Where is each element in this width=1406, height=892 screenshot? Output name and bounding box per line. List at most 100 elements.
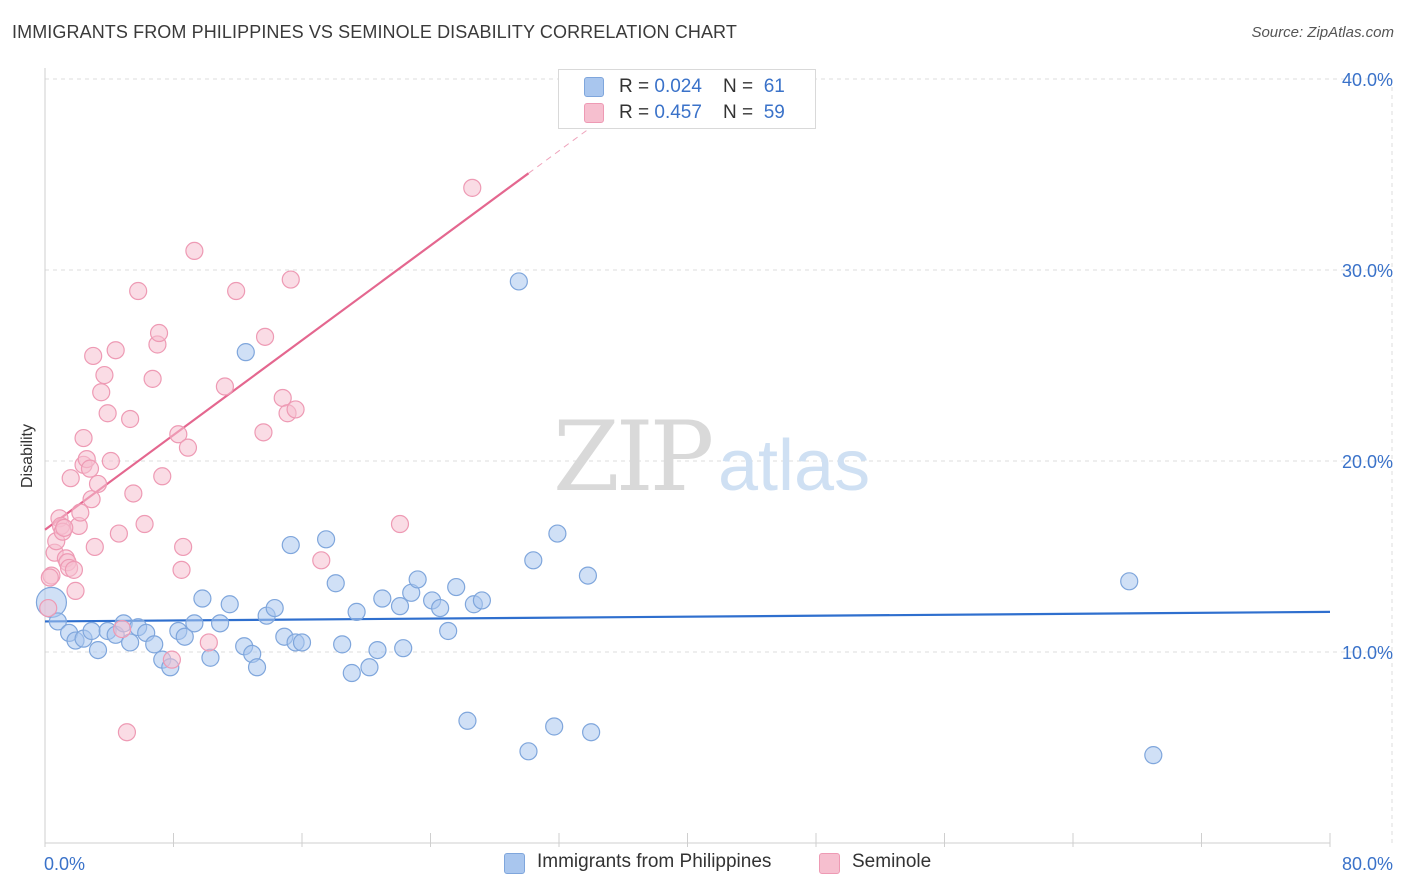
point-philippines	[1120, 572, 1139, 591]
point-seminole	[80, 459, 100, 478]
point-philippines	[220, 595, 239, 614]
point-philippines	[145, 635, 164, 654]
point-seminole	[117, 723, 137, 742]
point-seminole	[153, 467, 172, 486]
point-philippines	[548, 524, 567, 543]
point-philippines	[472, 591, 491, 610]
point-philippines	[265, 598, 284, 618]
point-philippines	[509, 272, 528, 291]
legend-swatch-philippines	[504, 853, 525, 874]
point-seminole	[92, 383, 111, 402]
point-philippines	[185, 614, 204, 633]
point-philippines	[193, 589, 212, 608]
point-seminole	[40, 568, 59, 587]
point-seminole	[255, 327, 275, 346]
point-seminole	[55, 518, 74, 537]
y-tick-label: 30.0%	[1342, 261, 1393, 281]
point-seminole	[106, 341, 125, 360]
point-philippines	[88, 640, 108, 660]
point-philippines	[326, 574, 345, 593]
point-philippines	[582, 723, 601, 742]
point-seminole	[199, 633, 218, 652]
legend-swatch-seminole	[819, 853, 840, 874]
point-philippines	[175, 627, 194, 646]
y-tick-label: 10.0%	[1342, 643, 1393, 663]
point-philippines	[545, 717, 564, 736]
r-label: R =	[619, 102, 655, 123]
chart-source: Source: ZipAtlas.com	[1251, 24, 1394, 41]
point-philippines	[458, 711, 477, 730]
point-philippines	[247, 658, 267, 677]
chart-title: IMMIGRANTS FROM PHILIPPINES VS SEMINOLE …	[12, 22, 737, 42]
point-philippines	[394, 639, 413, 658]
n-label: N =	[723, 76, 759, 97]
point-philippines	[1144, 746, 1163, 765]
point-philippines	[524, 551, 543, 570]
point-seminole	[84, 346, 103, 366]
n-value-seminole: 59	[763, 102, 785, 123]
point-philippines	[360, 658, 379, 677]
point-philippines	[316, 530, 336, 549]
point-seminole	[112, 619, 132, 639]
x-tick-label: 80.0%	[1342, 854, 1393, 874]
point-seminole	[82, 490, 101, 509]
point-philippines	[390, 597, 410, 616]
point-seminole	[71, 503, 90, 522]
point-seminole	[135, 514, 154, 534]
point-seminole	[281, 270, 300, 289]
point-seminole	[85, 537, 104, 557]
point-seminole	[463, 178, 482, 197]
point-seminole	[149, 323, 169, 343]
r-value-seminole: 0.457	[654, 102, 702, 123]
point-seminole	[312, 551, 331, 570]
point-philippines	[210, 614, 230, 633]
trend-line-philippines	[44, 610, 1331, 623]
point-philippines	[121, 633, 140, 652]
point-seminole	[74, 428, 93, 448]
point-philippines	[431, 598, 450, 618]
point-seminole	[61, 469, 80, 488]
legend-swatch-seminole	[584, 103, 604, 123]
point-seminole	[162, 650, 181, 669]
point-seminole	[39, 598, 58, 618]
point-philippines	[48, 612, 67, 631]
point-philippines	[347, 602, 366, 621]
point-philippines	[82, 621, 101, 641]
r-value-philippines: 0.024	[654, 76, 702, 97]
point-philippines	[519, 742, 538, 761]
r-label: R =	[619, 76, 655, 97]
point-philippines	[201, 648, 220, 667]
legend-label-seminole: Seminole	[852, 851, 932, 872]
point-seminole	[286, 400, 305, 419]
point-seminole	[121, 409, 140, 429]
point-seminole	[109, 524, 128, 543]
n-value-philippines: 61	[763, 76, 785, 97]
legend-label-philippines: Immigrants from Philippines	[537, 851, 772, 872]
point-seminole	[129, 281, 148, 301]
point-philippines	[281, 535, 300, 555]
point-philippines	[578, 566, 598, 585]
point-seminole	[172, 560, 191, 579]
point-philippines	[292, 633, 312, 652]
point-philippines	[333, 635, 352, 654]
point-seminole	[390, 514, 410, 534]
point-seminole	[254, 423, 273, 442]
y-tick-label: 40.0%	[1342, 70, 1393, 90]
watermark-zip: ZIP	[553, 401, 712, 513]
point-seminole	[64, 560, 84, 579]
point-seminole	[227, 281, 246, 301]
point-philippines	[236, 343, 255, 362]
watermark-atlas: atlas	[718, 426, 870, 506]
x-tick-label: 0.0%	[44, 854, 85, 874]
legend-swatch-philippines	[584, 77, 604, 97]
point-seminole	[174, 537, 193, 557]
point-philippines	[368, 640, 387, 660]
point-seminole	[88, 474, 108, 494]
point-philippines	[373, 589, 392, 608]
point-seminole	[101, 451, 120, 471]
point-seminole	[178, 438, 198, 457]
stats-legend: R = 0.024 N = 61 R = 0.457 N = 59	[558, 69, 816, 129]
point-philippines	[447, 577, 466, 597]
point-seminole	[124, 484, 143, 503]
